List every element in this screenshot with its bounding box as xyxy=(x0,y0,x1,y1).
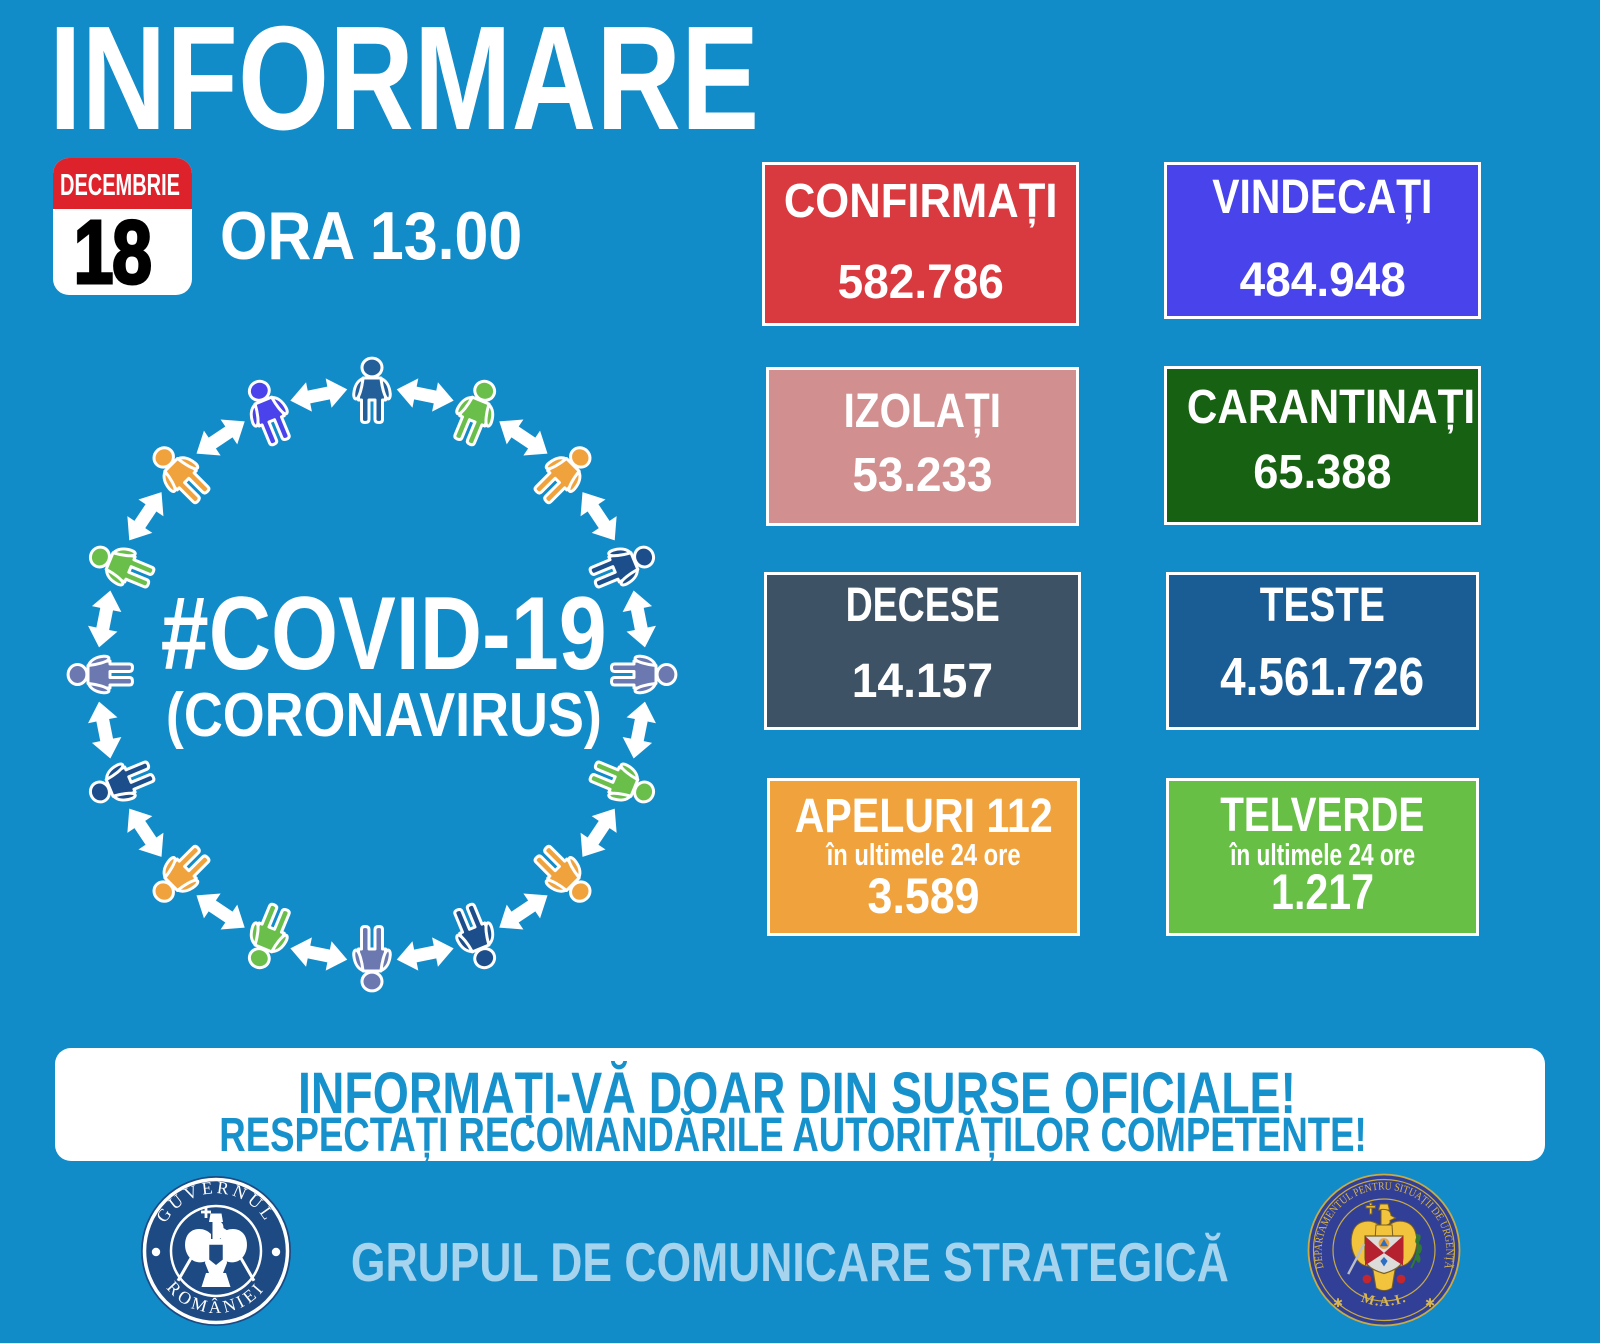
svg-text:✱: ✱ xyxy=(1333,1296,1343,1310)
svg-text:M.A.I.: M.A.I. xyxy=(1359,1291,1409,1310)
svg-text:✱: ✱ xyxy=(1425,1296,1435,1310)
